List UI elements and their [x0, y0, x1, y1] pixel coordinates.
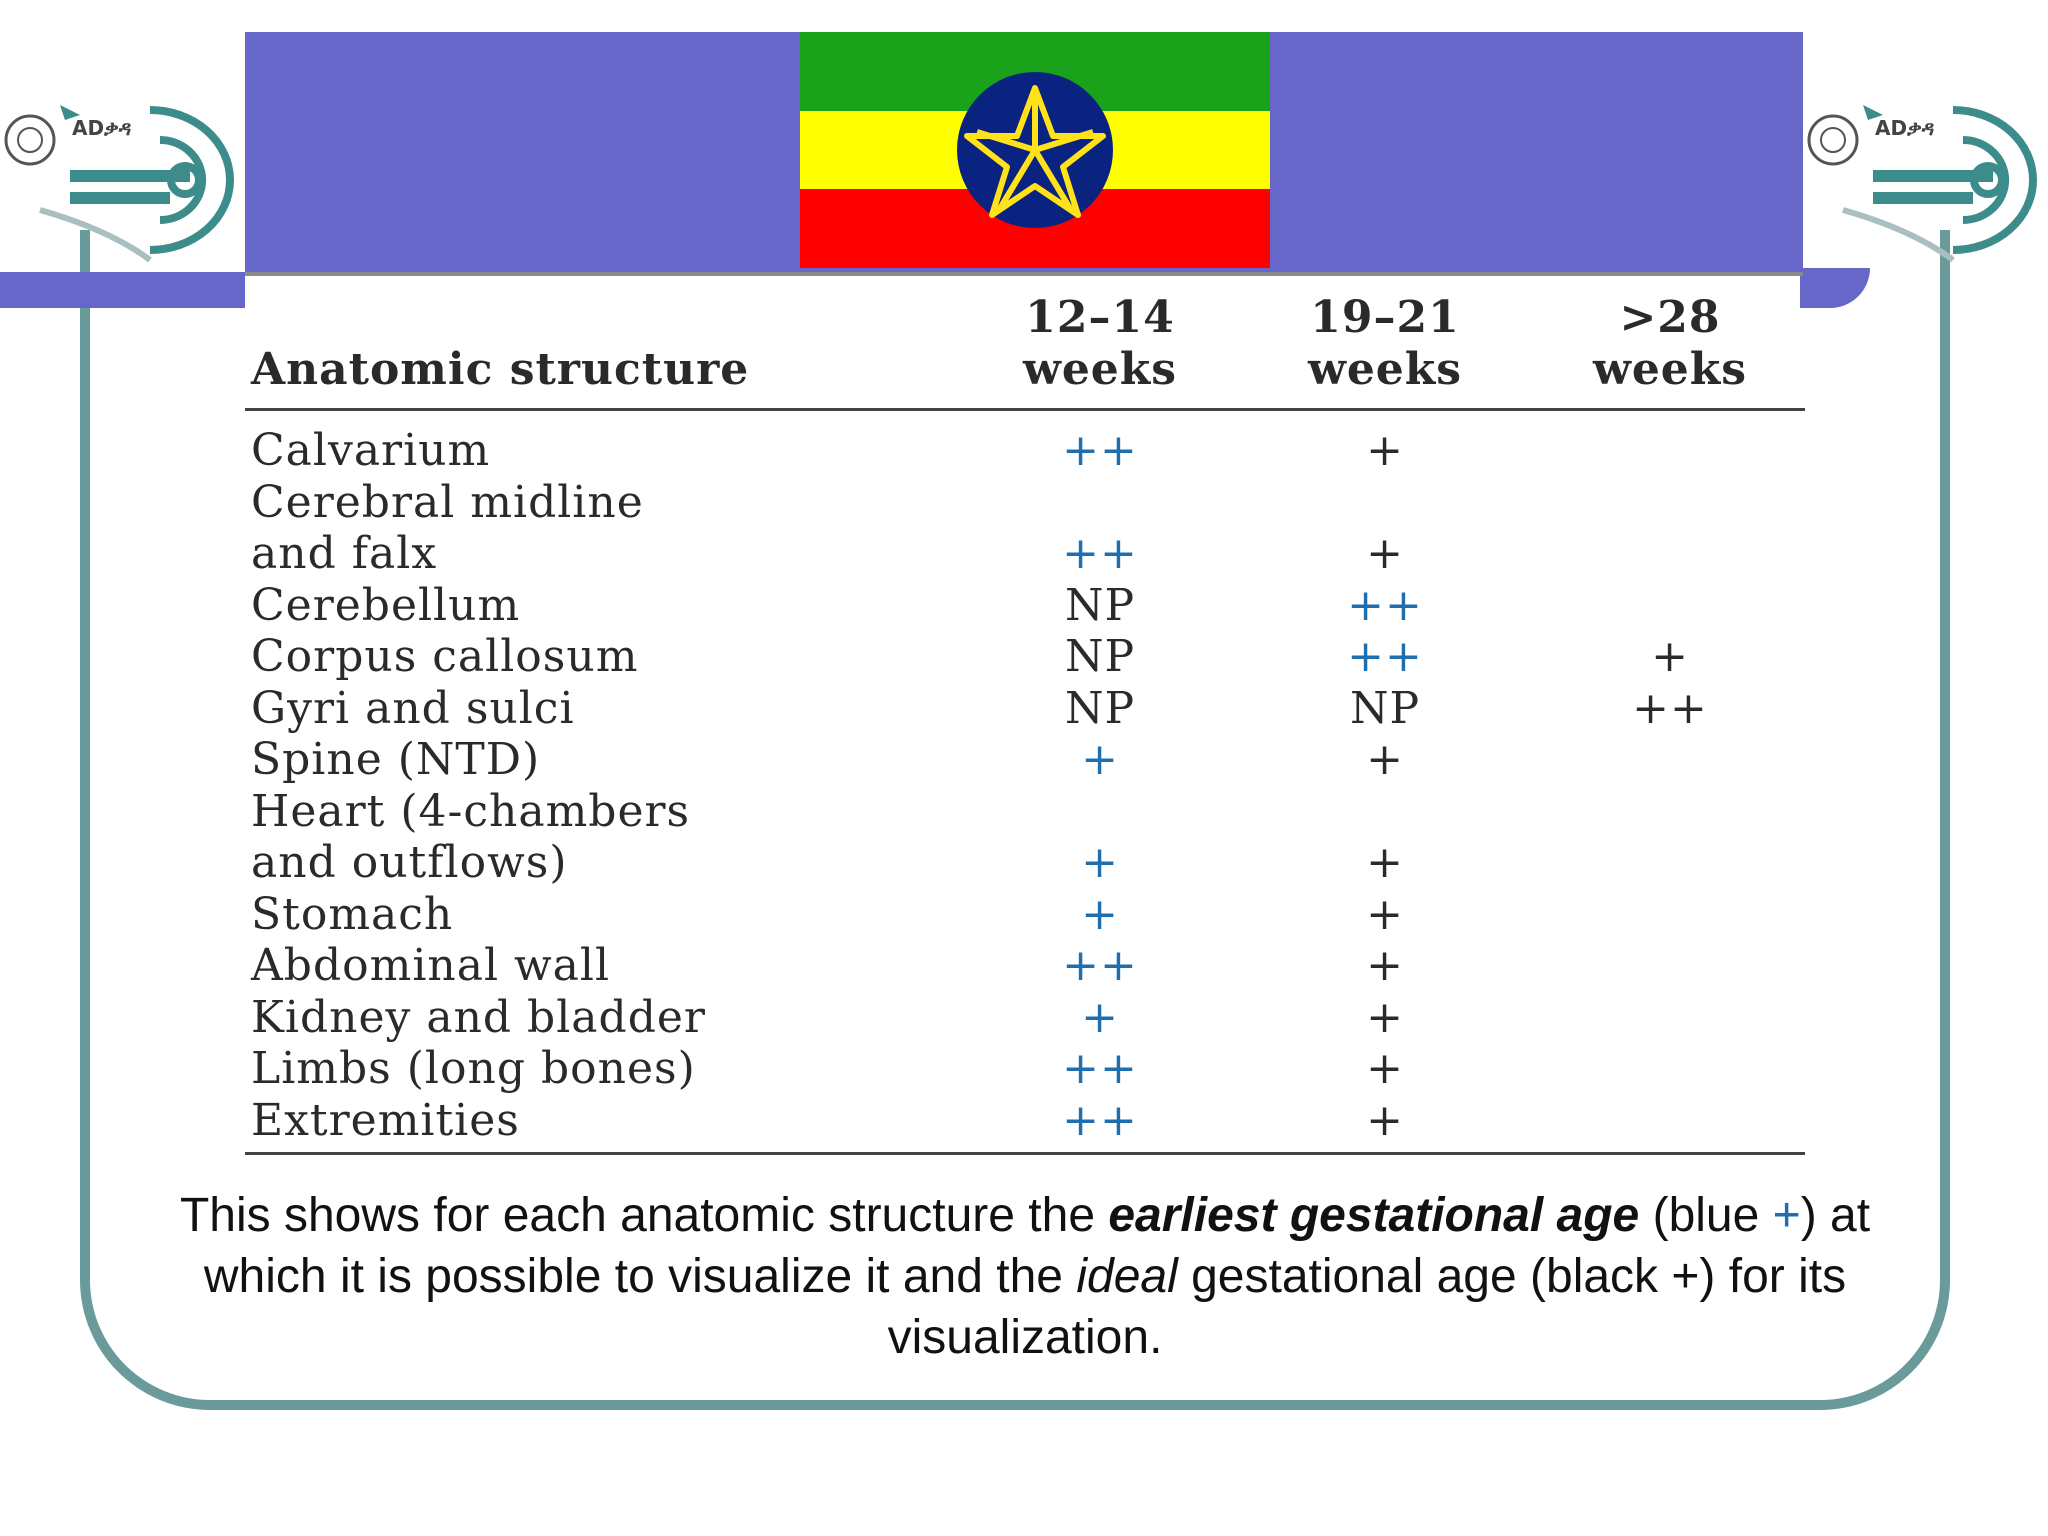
- row-cell-col1: ++: [1062, 940, 1138, 991]
- adtasm-logo-icon: ADቃዳ: [4, 105, 234, 263]
- row-cell-col2: +: [1366, 425, 1404, 476]
- row-cell-col3: [1535, 992, 1805, 1044]
- svg-text:ADቃዳ: ADቃዳ: [1875, 116, 1934, 140]
- row-cell-col1: [965, 477, 1235, 529]
- row-cell-col1: ++: [1062, 425, 1138, 476]
- row-cell-col2: +: [1366, 940, 1404, 991]
- caption-text: (blue: [1639, 1189, 1773, 1242]
- row-structure-label: Extremities: [245, 1094, 965, 1155]
- row-cell-col3: [1535, 410, 1805, 477]
- row-cell-col2: +: [1366, 991, 1404, 1043]
- row-structure-label: Limbs (long bones): [251, 1043, 696, 1094]
- row-cell-col3: [1535, 580, 1805, 632]
- caption-blue-plus: +: [1772, 1189, 1801, 1242]
- row-structure-label: Stomach: [251, 888, 454, 940]
- table-row: Gyri and sulci NP NP ++: [245, 683, 1805, 735]
- slide-frame: [80, 230, 1950, 1410]
- caption-text: gestational age (black +) for its visual…: [887, 1250, 1847, 1364]
- row-cell-col3: [1535, 477, 1805, 529]
- row-cell-col3: [1535, 528, 1805, 580]
- row-cell-col2: +: [1366, 888, 1404, 940]
- caption-text: This shows for each anatomic structure t…: [179, 1189, 1109, 1242]
- row-structure-label: Corpus callosum: [251, 631, 639, 682]
- row-cell-col3: +: [1651, 631, 1689, 682]
- row-cell-col1: ++: [965, 1094, 1235, 1155]
- header-anatomic-structure: Anatomic structure: [245, 290, 965, 411]
- table-row: Cerebellum NP ++: [245, 580, 1805, 632]
- table-row: Kidney and bladder + +: [245, 992, 1805, 1044]
- row-cell-col1: ++: [1062, 1043, 1138, 1094]
- row-structure-label: and outflows): [251, 837, 568, 888]
- row-cell-col2: +: [1366, 837, 1404, 888]
- row-structure-label: Kidney and bladder: [251, 991, 706, 1043]
- row-cell-col2: NP: [1349, 682, 1421, 734]
- table-row: Extremities ++ +: [245, 1094, 1805, 1155]
- row-cell-col2: ++: [1347, 631, 1423, 682]
- table-row: Heart (4-chambers: [245, 786, 1805, 838]
- row-cell-col3: [1535, 1094, 1805, 1155]
- row-cell-col1: NP: [1064, 579, 1136, 631]
- row-cell-col1: [965, 786, 1235, 838]
- header-over-28-weeks: >28 weeks: [1535, 290, 1805, 411]
- header-divider: [245, 272, 1803, 276]
- svg-text:ADቃዳ: ADቃዳ: [72, 116, 131, 140]
- table-row: Stomach + +: [245, 889, 1805, 941]
- row-structure-label: and falx: [251, 528, 438, 579]
- table-row: Corpus callosum NP ++ +: [245, 631, 1805, 683]
- row-structure-label: Cerebellum: [251, 579, 521, 631]
- row-cell-col1: NP: [1064, 682, 1136, 734]
- row-structure-label: Abdominal wall: [251, 940, 611, 991]
- row-cell-col3: [1535, 940, 1805, 992]
- row-cell-col3: [1535, 889, 1805, 941]
- row-cell-col2: +: [1366, 528, 1404, 579]
- row-cell-col2: +: [1366, 734, 1404, 785]
- caption-emphasis: earliest gestational age: [1108, 1189, 1640, 1242]
- table-header-row: Anatomic structure 12–14 weeks 19–21 weeks…: [245, 290, 1805, 411]
- row-cell-col1: +: [1081, 888, 1119, 940]
- header-left-strip: [0, 272, 245, 308]
- row-cell-col1: +: [1081, 837, 1119, 888]
- table-row: Abdominal wall ++ +: [245, 940, 1805, 992]
- row-structure-label: Cerebral midline: [251, 476, 644, 528]
- flag-star-emblem-icon: [957, 72, 1113, 228]
- table-row: and falx ++ +: [245, 528, 1805, 580]
- row-structure-label: Gyri and sulci: [251, 682, 575, 734]
- row-cell-col2: +: [1235, 1094, 1535, 1155]
- table-row: Cerebral midline: [245, 477, 1805, 529]
- table-row: Limbs (long bones) ++ +: [245, 1043, 1805, 1095]
- row-structure-label: Heart (4-chambers: [251, 785, 691, 837]
- row-cell-col2: ++: [1347, 579, 1423, 631]
- row-cell-col3: [1535, 837, 1805, 889]
- row-cell-col1: ++: [1062, 528, 1138, 579]
- row-cell-col2: +: [1366, 1043, 1404, 1094]
- table-row: Spine (NTD) + +: [245, 734, 1805, 786]
- table-row: and outflows) + +: [245, 837, 1805, 889]
- row-cell-col1: +: [1081, 734, 1119, 785]
- table-row: Calvarium ++ +: [245, 410, 1805, 477]
- row-structure-label: Spine (NTD): [251, 734, 541, 785]
- row-cell-col1: NP: [1064, 631, 1136, 682]
- header-12-14-weeks: 12–14 weeks: [965, 290, 1235, 411]
- header-19-21-weeks: 19–21 weeks: [1235, 290, 1535, 411]
- caption-text: ) at which it is possible to visualize i…: [203, 1189, 1871, 1303]
- anatomic-visualization-table: Anatomic structure 12–14 weeks 19–21 weeks…: [245, 290, 1805, 1155]
- row-cell-col3: ++: [1632, 682, 1708, 734]
- row-cell-col2: [1235, 786, 1535, 838]
- adtasm-logo-icon: ADቃዳ: [1807, 105, 2037, 263]
- row-cell-col3: [1535, 1043, 1805, 1095]
- row-cell-col3: [1535, 786, 1805, 838]
- row-cell-col1: +: [1081, 991, 1119, 1043]
- row-structure-label: Calvarium: [251, 425, 491, 476]
- slide-caption: This shows for each anatomic structure t…: [140, 1185, 1910, 1368]
- caption-ideal: ideal: [1076, 1250, 1178, 1303]
- ethiopian-flag: [800, 32, 1270, 268]
- row-cell-col2: [1235, 477, 1535, 529]
- row-cell-col3: [1535, 734, 1805, 786]
